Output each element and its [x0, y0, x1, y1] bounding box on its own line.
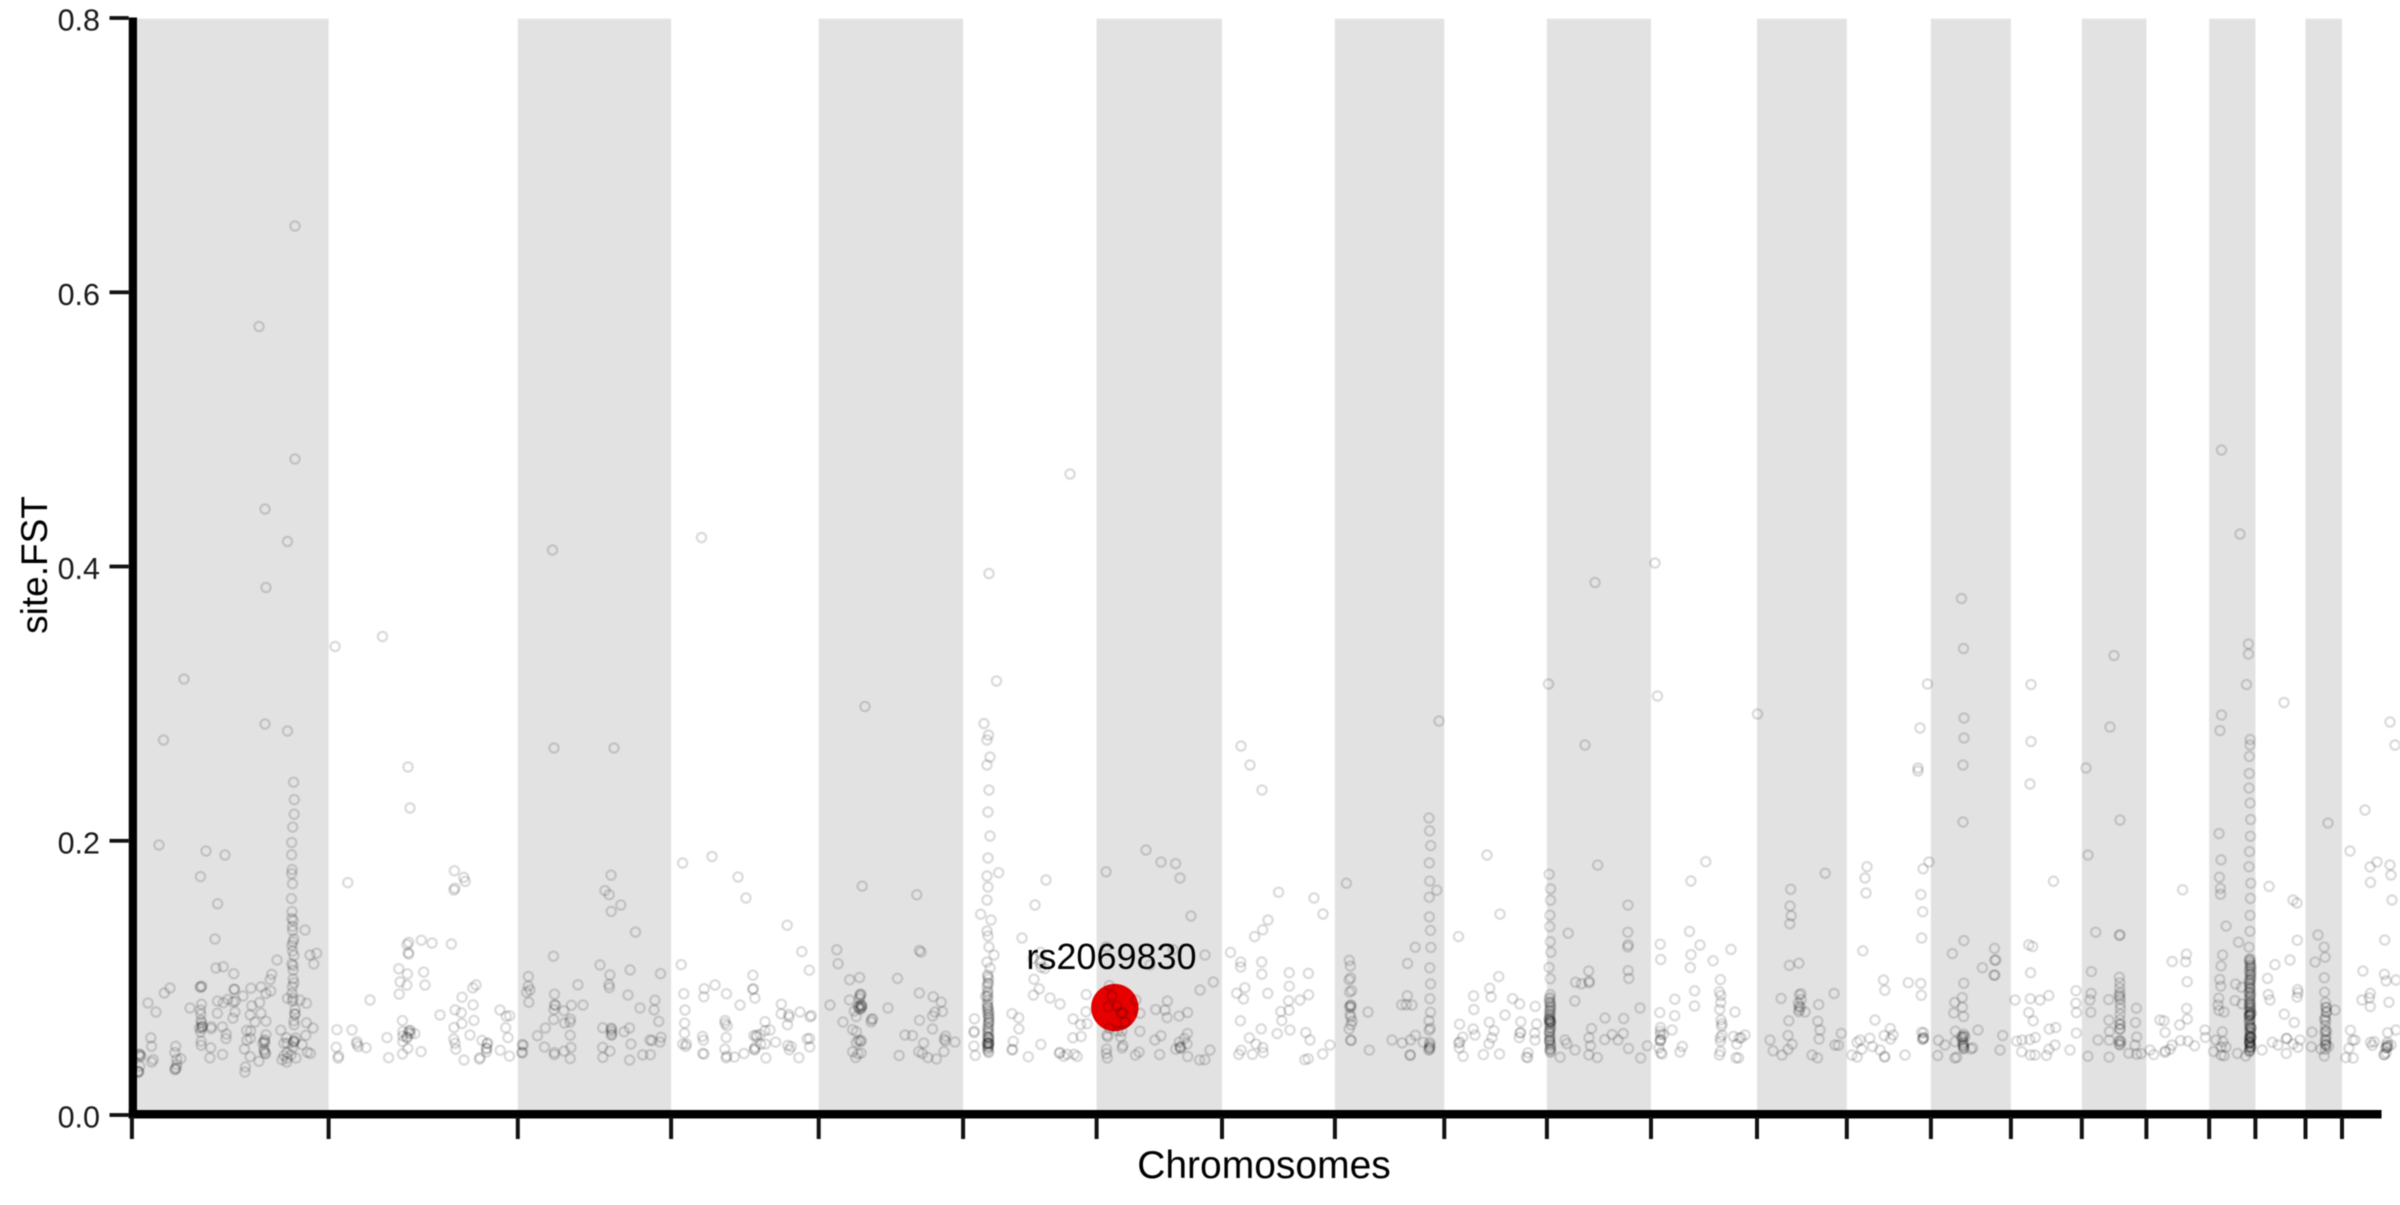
svg-text:rs2069830: rs2069830 [1026, 936, 1196, 977]
svg-text:0.8: 0.8 [58, 4, 100, 38]
svg-text:0.2: 0.2 [58, 827, 100, 861]
svg-text:0.4: 0.4 [58, 552, 100, 586]
svg-text:Chromosomes: Chromosomes [1137, 1144, 1391, 1187]
svg-text:site.FST: site.FST [14, 496, 55, 634]
svg-text:0.6: 0.6 [58, 278, 100, 312]
svg-text:0.0: 0.0 [58, 1101, 100, 1135]
